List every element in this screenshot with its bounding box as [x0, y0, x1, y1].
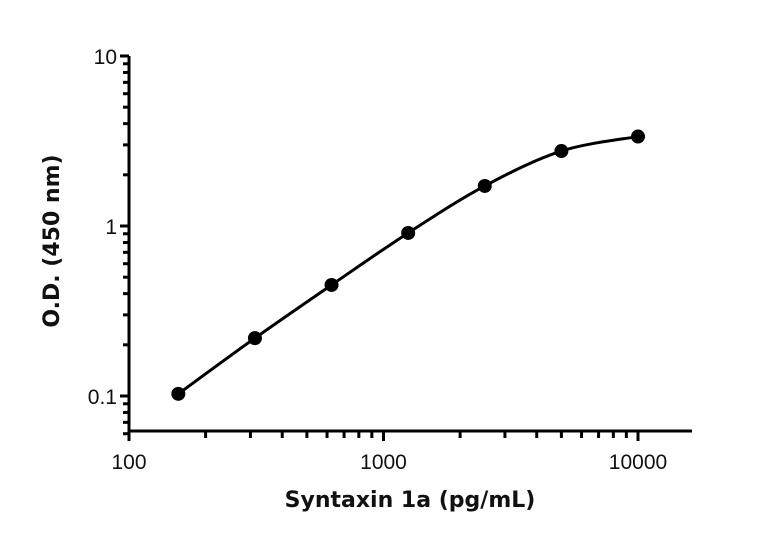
data-point — [477, 178, 492, 193]
y-tick-label: 10 — [94, 46, 117, 69]
y-tick-label: 0.1 — [88, 386, 117, 409]
data-points — [171, 129, 645, 401]
y-tick-label: 1 — [105, 216, 117, 239]
x-tick-label: 100 — [111, 451, 146, 474]
data-point — [401, 225, 416, 240]
x-tick-label: 1000 — [360, 451, 407, 474]
axes: 0.1 1 10 100 1000 10000 — [88, 46, 692, 474]
y-axis-title: O.D. (450 nm) — [40, 154, 65, 327]
data-point — [324, 277, 339, 292]
data-point — [171, 386, 186, 401]
data-point — [631, 129, 645, 144]
data-point — [554, 144, 569, 159]
fit-curve-line — [177, 135, 639, 396]
axis-labels: Syntaxin 1a (pg/mL) O.D. (450 nm) — [40, 154, 535, 513]
x-tick-label: 10000 — [609, 451, 667, 474]
fit-curve — [177, 135, 639, 396]
data-point — [247, 331, 262, 346]
x-axis-title: Syntaxin 1a (pg/mL) — [285, 488, 536, 513]
